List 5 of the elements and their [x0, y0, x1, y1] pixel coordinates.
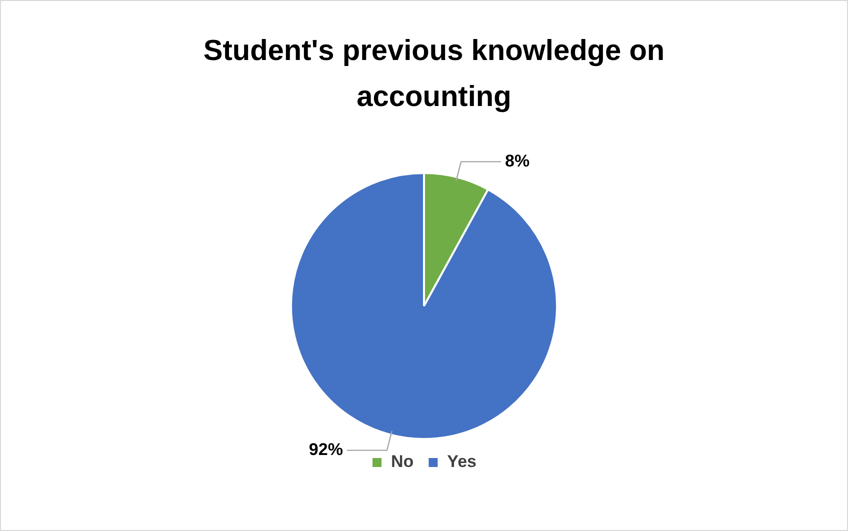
chart-title: Student's previous knowledge on accounting	[202, 34, 666, 115]
legend-label: No	[391, 452, 414, 472]
data-label: 92%	[308, 440, 343, 460]
data-label: 8%	[505, 151, 530, 170]
legend-label: Yes	[447, 452, 476, 472]
